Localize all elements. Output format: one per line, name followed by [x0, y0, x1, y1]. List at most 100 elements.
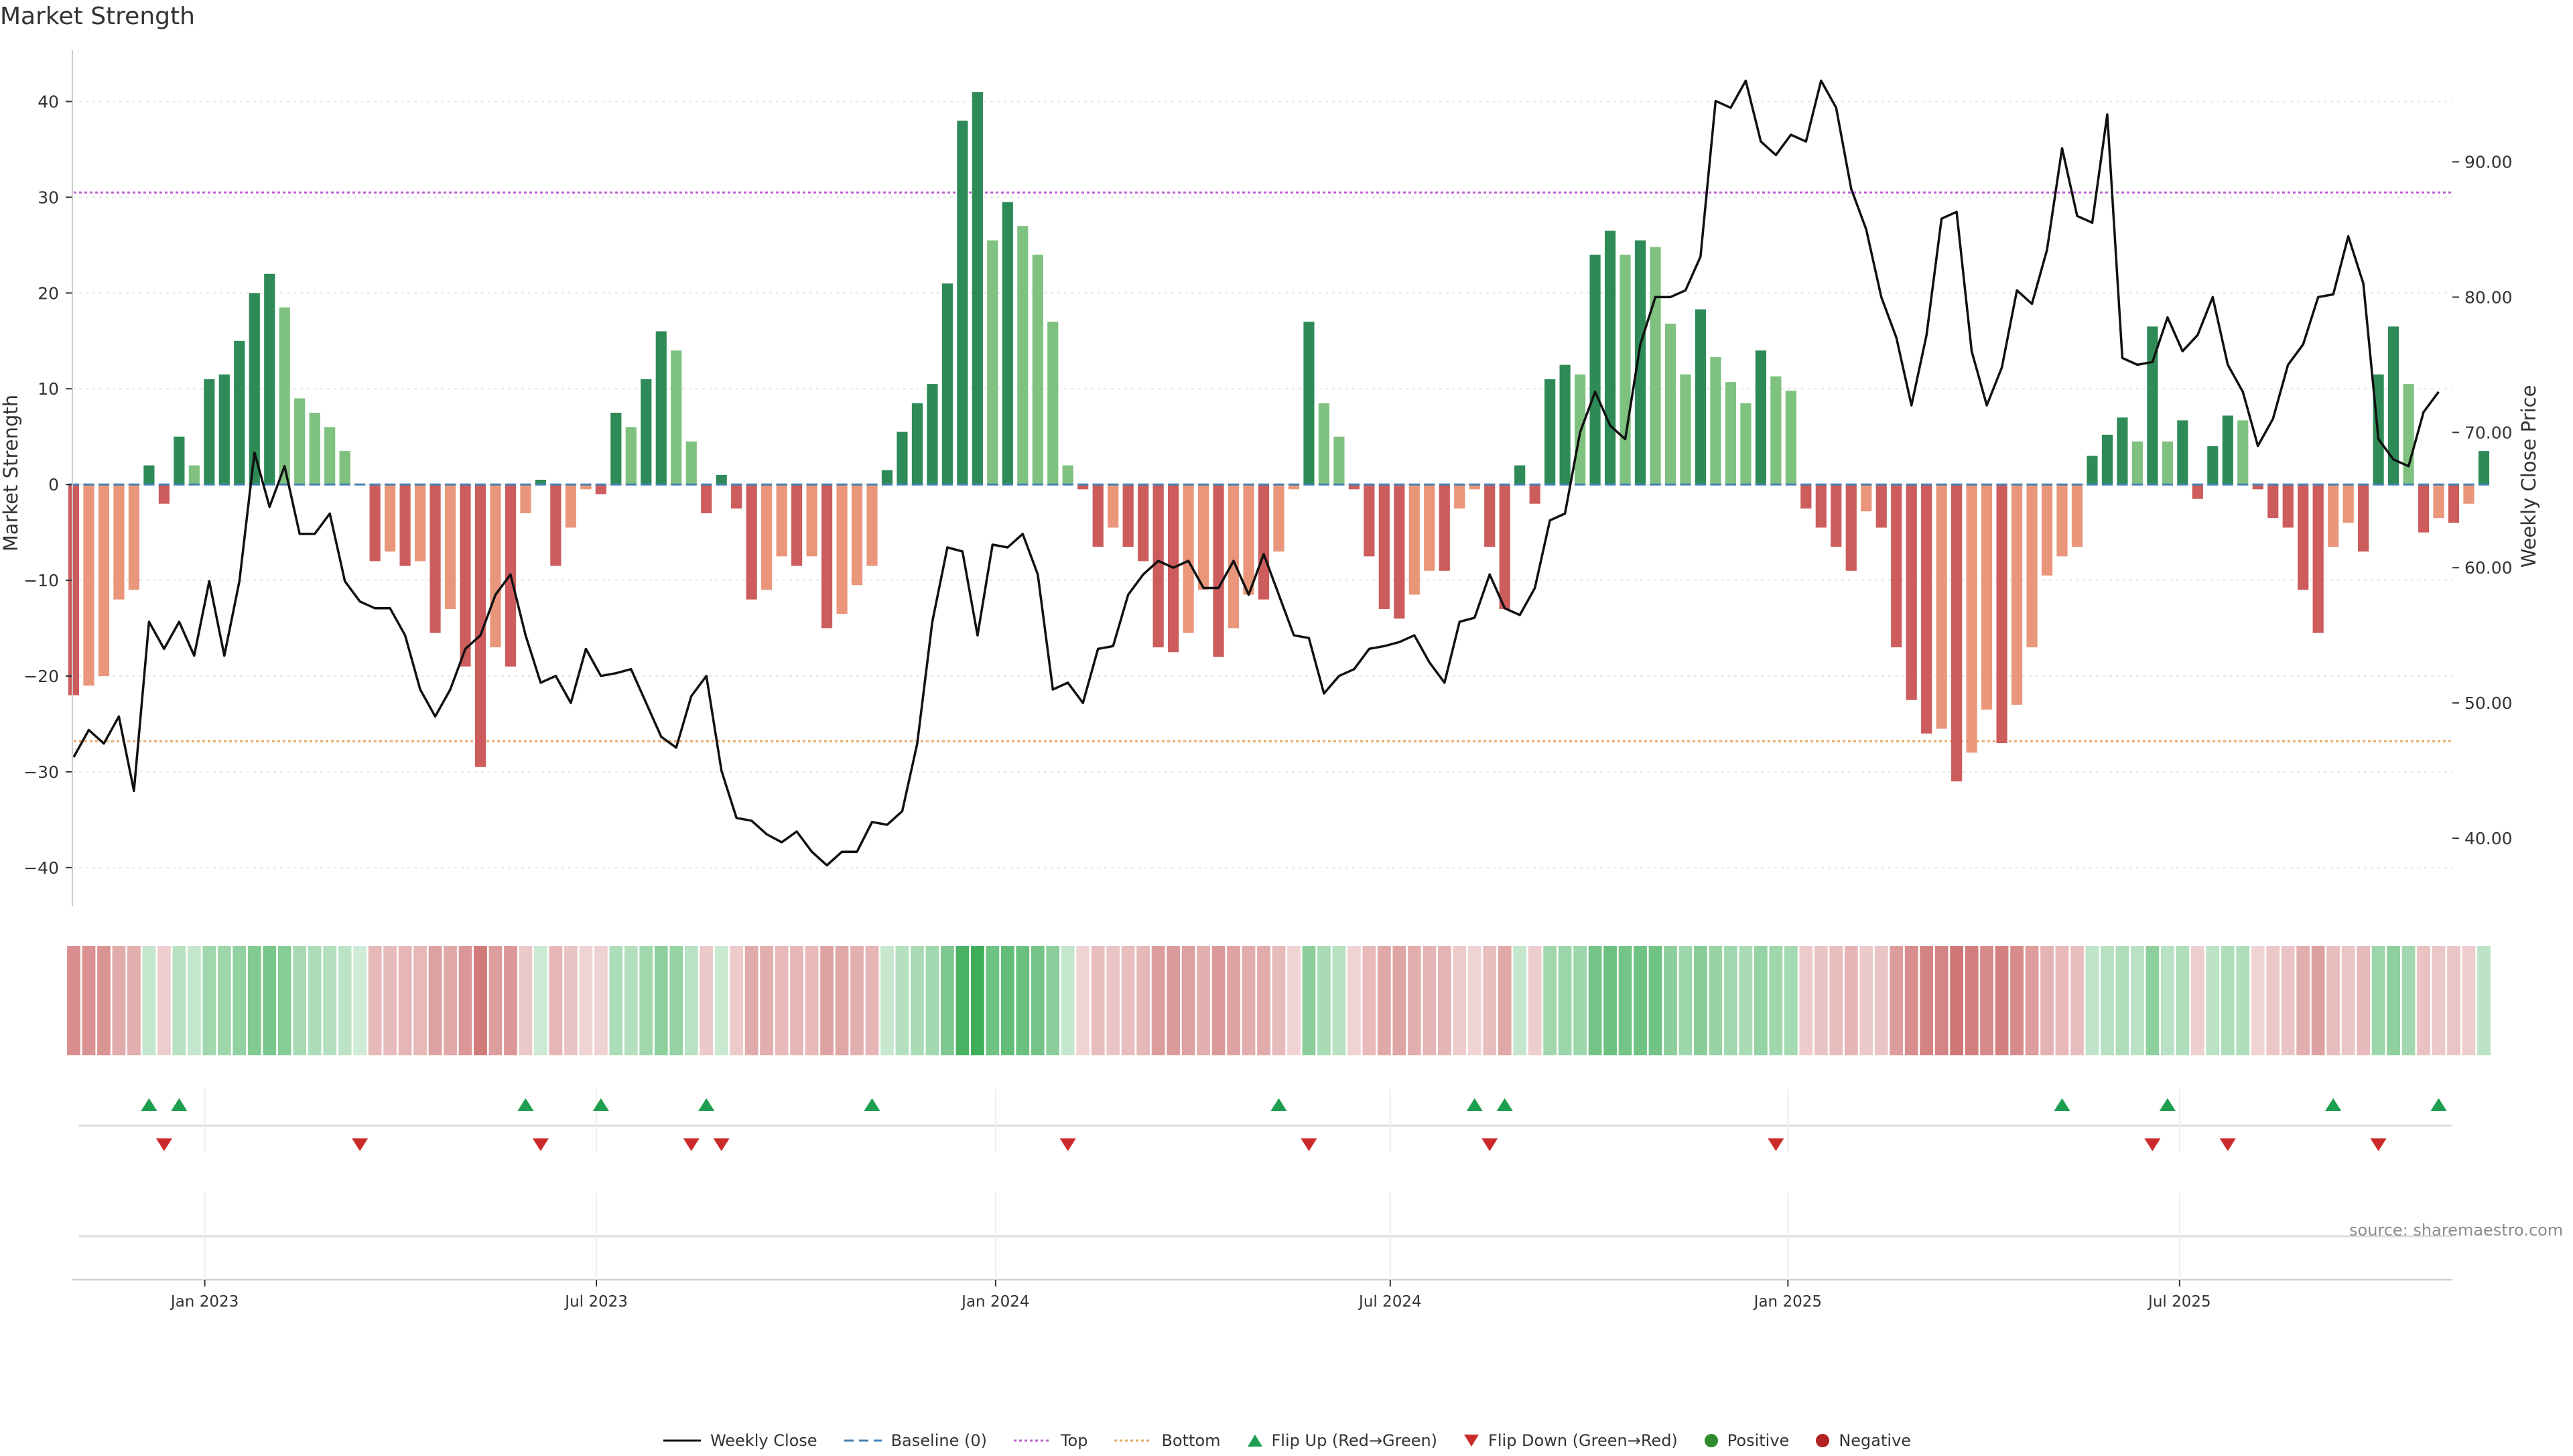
- x-axis: Jan 2023 Jul 2023 Jan 2024 Jul 2024 Jan 2025…: [170, 1280, 2211, 1311]
- strength-bar: [460, 484, 471, 667]
- strength-bar: [2358, 484, 2369, 552]
- heat-cell: [2115, 946, 2129, 1055]
- legend-item-negative: Negative: [1815, 1431, 1911, 1450]
- x-tick-label: Jul 2025: [2147, 1293, 2211, 1311]
- heat-cell: [1347, 946, 1361, 1055]
- heat-cell: [172, 946, 186, 1055]
- flip-down-marker: [2219, 1138, 2236, 1151]
- heat-cell: [1181, 946, 1195, 1055]
- strength-bar: [1559, 365, 1571, 485]
- strength-bar: [174, 436, 185, 485]
- strength-bar: [776, 484, 787, 557]
- flip-down-marker: [713, 1138, 730, 1151]
- heat-cell: [1242, 946, 1256, 1055]
- strength-bar: [1544, 379, 1556, 485]
- y2-axis-label: Weekly Close Price: [2517, 385, 2540, 568]
- strength-bar: [1152, 484, 1164, 648]
- triangle-down-icon: [1464, 1435, 1479, 1447]
- heat-cell: [1031, 946, 1045, 1055]
- heat-cell: [2251, 946, 2265, 1055]
- legend-label: Flip Up (Red→Green): [1271, 1431, 1438, 1450]
- strength-bar: [369, 484, 381, 561]
- strength-bar: [625, 427, 637, 485]
- strength-bar: [158, 484, 170, 504]
- strength-bar: [1439, 484, 1450, 571]
- strength-bar: [294, 398, 306, 485]
- heat-cell: [458, 946, 472, 1055]
- heat-cell: [2462, 946, 2476, 1055]
- heat-cell: [654, 946, 668, 1055]
- heat-cell: [564, 946, 578, 1055]
- strength-bar: [1785, 391, 1796, 485]
- heat-cell: [1694, 946, 1707, 1055]
- strength-bar: [1800, 484, 1812, 509]
- heat-cell: [1769, 946, 1783, 1055]
- strength-bar: [1454, 484, 1465, 509]
- strength-bar: [1213, 484, 1224, 657]
- strength-bar: [1108, 484, 1119, 528]
- strength-bar: [1996, 484, 2007, 744]
- strength-bar: [1092, 484, 1104, 547]
- heat-cell: [504, 946, 517, 1055]
- heat-cell: [684, 946, 698, 1055]
- strength-bar: [430, 484, 441, 633]
- axes: −40 −30 −20 −10 0 10 20 30 40 40.00 50.00 60.00 70.0…: [0, 50, 2540, 906]
- legend-item-baseline: Baseline (0): [843, 1431, 987, 1450]
- heat-cell: [474, 946, 487, 1055]
- strength-bar: [791, 484, 803, 566]
- heat-cell: [1513, 946, 1527, 1055]
- heat-cell: [1844, 946, 1858, 1055]
- strength-bar: [2298, 484, 2309, 590]
- heat-cell: [2447, 946, 2460, 1055]
- heat-cell: [1453, 946, 1467, 1055]
- heat-cell: [1934, 946, 1949, 1055]
- heat-cell: [1874, 946, 1888, 1055]
- strength-bar: [655, 331, 667, 485]
- strength-bar: [1695, 309, 1707, 485]
- heat-cell: [1227, 946, 1240, 1055]
- heat-cell: [1573, 946, 1587, 1055]
- strength-bar: [2101, 434, 2113, 485]
- strength-bar: [249, 293, 260, 485]
- y-tick-label: −10: [23, 571, 59, 590]
- heat-cell: [368, 946, 382, 1055]
- heat-cell: [1558, 946, 1572, 1055]
- strength-bar: [897, 432, 908, 485]
- flip-up-marker: [2430, 1098, 2447, 1111]
- heat-cell: [1588, 946, 1602, 1055]
- legend-label: Positive: [1727, 1431, 1790, 1450]
- strength-bar: [2207, 446, 2219, 485]
- strength-bar: [881, 470, 893, 485]
- strength-bar: [1228, 484, 1240, 628]
- strength-bar: [2011, 484, 2023, 705]
- heat-cell: [955, 946, 970, 1055]
- strength-bar: [1364, 484, 1375, 557]
- heat-cell: [428, 946, 442, 1055]
- strength-bar: [1318, 403, 1330, 485]
- strength-bar: [1831, 484, 1842, 547]
- legend-item-flip-down: Flip Down (Green→Red): [1463, 1431, 1678, 1450]
- heat-cell: [519, 946, 533, 1055]
- heat-cell: [880, 946, 894, 1055]
- strength-bar: [490, 484, 501, 648]
- strength-bar: [851, 484, 863, 586]
- heat-cell: [127, 946, 141, 1055]
- y-tick-label: 30: [38, 188, 59, 207]
- legend-label: Bottom: [1161, 1431, 1221, 1450]
- heat-cell: [730, 946, 744, 1055]
- heat-cell: [2070, 946, 2084, 1055]
- flip-up-marker: [171, 1098, 188, 1111]
- strength-bar: [1861, 484, 1872, 512]
- heat-cell: [609, 946, 623, 1055]
- red-dot-icon: [1816, 1434, 1830, 1447]
- heat-cell: [1121, 946, 1135, 1055]
- legend-label: Negative: [1839, 1431, 1912, 1450]
- weekly-close-layer: [72, 79, 2440, 867]
- flip-down-marker: [1301, 1138, 1317, 1151]
- strength-bar: [1122, 484, 1134, 547]
- heat-cell: [217, 946, 231, 1055]
- heat-cell: [2176, 946, 2190, 1055]
- strength-bar: [98, 484, 110, 676]
- heat-cell: [1724, 946, 1737, 1055]
- strength-bar: [2177, 420, 2188, 485]
